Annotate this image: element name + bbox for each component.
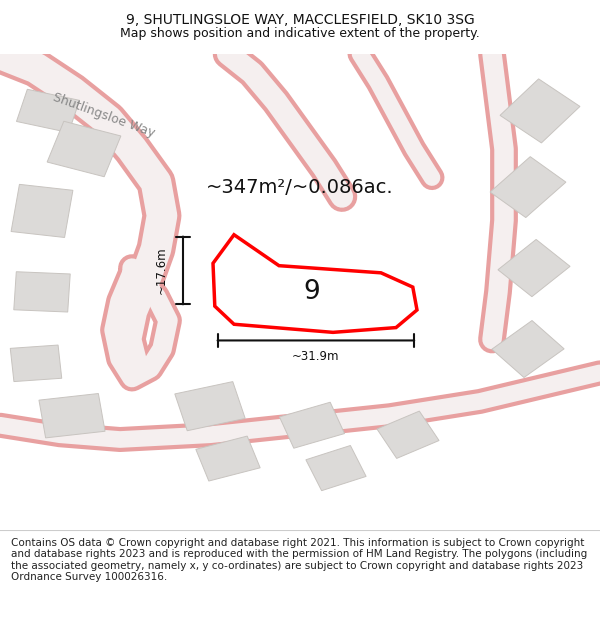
Text: ~17.6m: ~17.6m	[154, 247, 167, 294]
Polygon shape	[213, 235, 417, 332]
Polygon shape	[14, 272, 70, 312]
Polygon shape	[16, 89, 80, 132]
Polygon shape	[47, 121, 121, 177]
Polygon shape	[280, 402, 344, 448]
Polygon shape	[377, 411, 439, 458]
Polygon shape	[500, 79, 580, 143]
Polygon shape	[306, 446, 366, 491]
Polygon shape	[490, 157, 566, 218]
Polygon shape	[196, 436, 260, 481]
Text: ~31.9m: ~31.9m	[292, 349, 340, 362]
Text: ~347m²/~0.086ac.: ~347m²/~0.086ac.	[206, 177, 394, 197]
Text: Shutlingsloe Way: Shutlingsloe Way	[51, 91, 157, 140]
Polygon shape	[10, 345, 62, 382]
Text: 9, SHUTLINGSLOE WAY, MACCLESFIELD, SK10 3SG: 9, SHUTLINGSLOE WAY, MACCLESFIELD, SK10 …	[125, 13, 475, 28]
Polygon shape	[498, 239, 570, 297]
Text: Contains OS data © Crown copyright and database right 2021. This information is : Contains OS data © Crown copyright and d…	[11, 538, 587, 582]
Polygon shape	[492, 321, 564, 378]
Text: 9: 9	[303, 279, 320, 306]
Polygon shape	[11, 184, 73, 238]
Text: Map shows position and indicative extent of the property.: Map shows position and indicative extent…	[120, 28, 480, 40]
Polygon shape	[39, 394, 105, 438]
Polygon shape	[175, 382, 245, 431]
